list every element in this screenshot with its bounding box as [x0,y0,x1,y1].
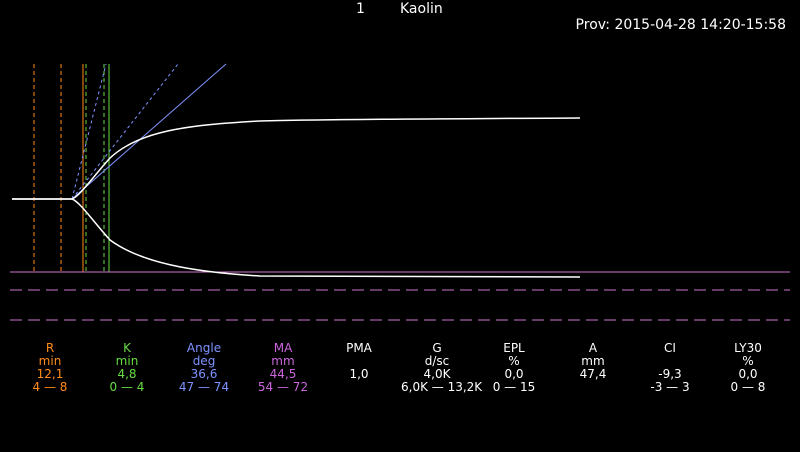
param-range: 0 — 8 [730,380,766,394]
tracing-lower [12,198,581,278]
param-name: MA [273,341,293,355]
param-name: R [45,341,55,355]
param-value: 12,1 [36,367,64,381]
param-value: 4,8 [117,367,137,381]
param-range: 47 — 74 [178,380,230,394]
param-unit: % [742,354,754,368]
param-unit: % [508,354,520,368]
tracing-upper [12,117,581,200]
param-pma: PMA 1,0 [323,342,395,394]
channel-number: 1 [356,1,365,17]
param-unit: mm [271,354,295,368]
param-ci: CI -9,3 -3 — 3 [634,342,706,394]
param-unit: min [38,354,62,368]
param-range: 0 — 4 [109,380,145,394]
param-name: K [123,341,131,355]
angle-line [71,63,227,200]
param-name: EPL [503,341,525,355]
param-name: A [588,341,598,355]
param-name: G [432,341,442,355]
param-range: 54 — 72 [257,380,309,394]
param-unit: deg [192,354,216,368]
param-unit: mm [581,354,605,368]
param-value: 0,0 [504,367,524,381]
param-ma: MA mm 44,5 54 — 72 [247,342,319,394]
param-value: 0,0 [738,367,758,381]
param-value: -9,3 [658,367,682,381]
param-angle: Angle deg 36,6 47 — 74 [168,342,240,394]
param-epl: EPL% 0,0 0 — 15 [478,342,550,394]
param-range: 6,0K — 13,2K [401,380,483,394]
param-value: 4,0K [423,367,451,381]
angle-reference-line-2 [71,63,107,200]
param-ly30: LY30% 0,0 0 — 8 [712,342,784,394]
param-range: 4 — 8 [32,380,68,394]
param-name: CI [664,341,676,355]
param-value: 36,6 [190,367,218,381]
param-range: 0 — 15 [492,380,536,394]
param-name: PMA [346,341,372,355]
param-range [557,381,629,394]
param-range: -3 — 3 [650,380,690,394]
param-unit: min [115,354,139,368]
angle-lines [71,63,227,200]
param-name: Angle [186,341,222,355]
param-name: LY30 [734,341,762,355]
param-range [323,381,395,394]
test-title: Kaolin [400,1,443,17]
param-value: 44,5 [269,367,297,381]
marker-lines [33,64,110,272]
test-timestamp: Prov: 2015-04-28 14:20-15:58 [575,17,786,33]
param-value: 1,0 [349,367,369,381]
param-unit: d/sc [424,354,450,368]
angle-reference-line-1 [71,63,179,200]
param-value: 47,4 [579,367,607,381]
